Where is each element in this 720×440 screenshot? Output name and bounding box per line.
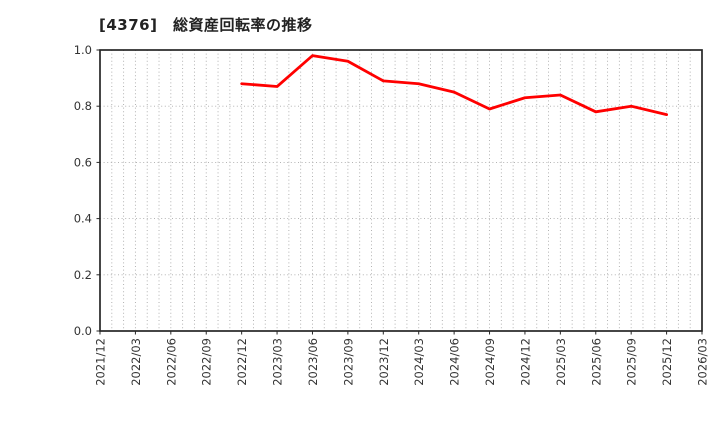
x-tick-label: 2024/03 xyxy=(412,338,426,386)
y-tick-label: 0.8 xyxy=(74,99,92,113)
x-tick-label: 2023/12 xyxy=(377,338,391,386)
series-line-総資産回転率 xyxy=(240,54,668,117)
x-tick-label: 2023/06 xyxy=(306,338,320,386)
x-tick-label: 2024/06 xyxy=(448,338,462,386)
x-tick-label: 2025/09 xyxy=(625,338,639,386)
x-tick-label: 2025/03 xyxy=(554,338,568,386)
x-tick-label: 2021/12 xyxy=(94,338,108,386)
chart-title: [4376] 総資産回転率の推移 xyxy=(99,16,313,34)
x-tick-label: 2022/12 xyxy=(235,338,249,386)
y-tick-label: 0.4 xyxy=(74,212,92,226)
y-tick-label: 0.6 xyxy=(74,155,92,169)
x-tick-label: 2022/09 xyxy=(200,338,214,386)
y-tick-label: 0.0 xyxy=(74,324,92,338)
x-tick-label: 2024/12 xyxy=(518,338,532,386)
plot-frame xyxy=(99,49,703,332)
y-tick-label: 1.0 xyxy=(74,43,92,57)
x-tick-label: 2022/06 xyxy=(164,338,178,386)
x-tick-label: 2025/06 xyxy=(589,338,603,386)
x-tick-label: 2023/09 xyxy=(341,338,355,386)
x-tick-label: 2023/03 xyxy=(271,338,285,386)
x-tick-label: 2026/03 xyxy=(696,338,710,386)
x-tick-label: 2024/09 xyxy=(483,338,497,386)
x-tick-label: 2022/03 xyxy=(129,338,143,386)
x-tick-label: 2025/12 xyxy=(660,338,674,386)
y-tick-label: 0.2 xyxy=(74,268,92,282)
